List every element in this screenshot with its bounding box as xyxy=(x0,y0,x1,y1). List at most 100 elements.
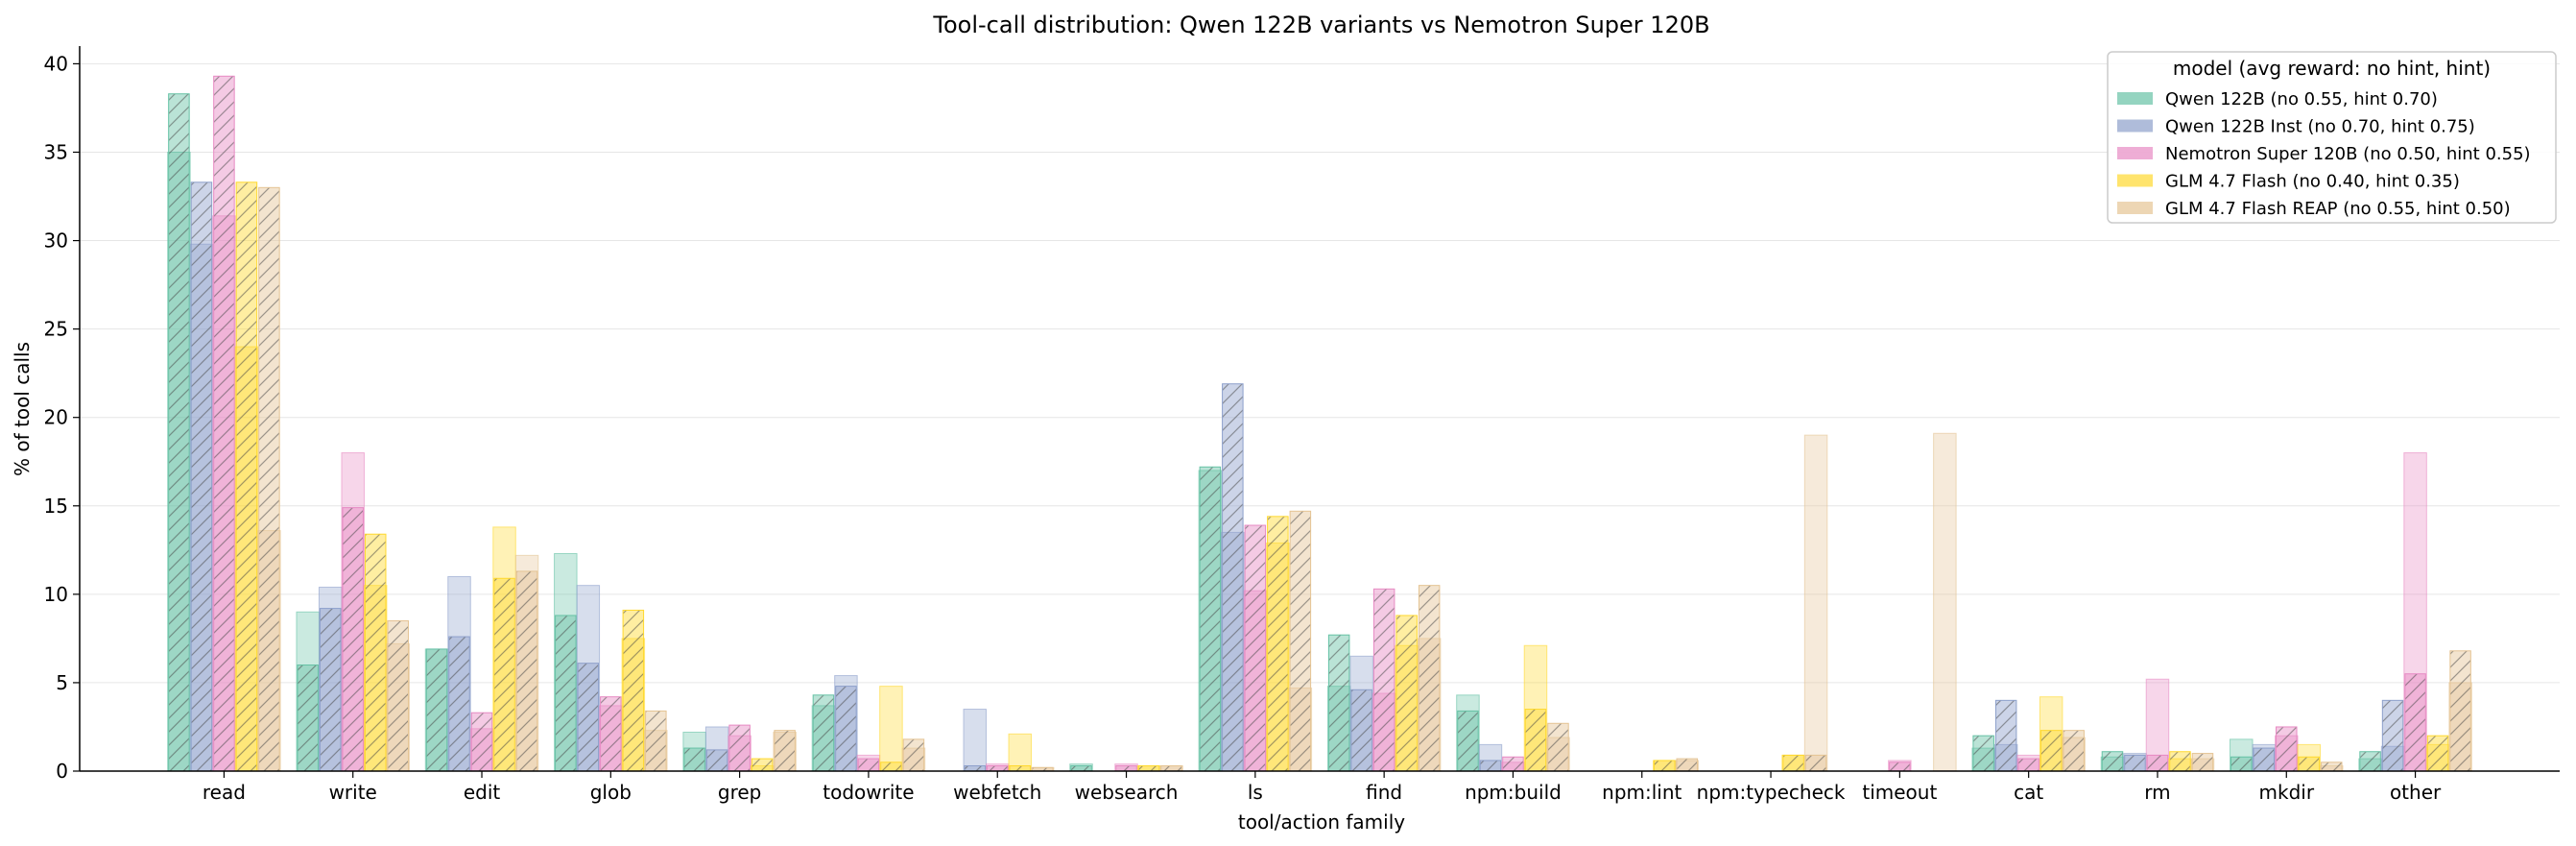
bar-hint-hatch xyxy=(2253,747,2276,772)
bar-hint-hatch xyxy=(1009,764,1031,772)
bar-hint-hatch xyxy=(1070,764,1092,772)
bar-hint-hatch xyxy=(2381,699,2404,772)
y-axis-label: % of tool calls xyxy=(11,342,34,476)
legend-entry: Nemotron Super 120B (no 0.50, hint 0.55) xyxy=(2165,144,2531,164)
y-tick-label: 25 xyxy=(44,318,68,341)
bar-hint-hatch xyxy=(2276,726,2298,772)
bar-hint-hatch xyxy=(1782,754,1804,772)
x-tick-label: ls xyxy=(1248,781,1263,804)
x-tick-label: timeout xyxy=(1862,781,1937,804)
bar-hint-hatch xyxy=(964,764,986,772)
bar-hint-hatch xyxy=(1502,756,1524,772)
bar-hint-hatch xyxy=(515,570,538,772)
bar-hint-hatch xyxy=(2191,753,2214,772)
bar-hint-hatch xyxy=(880,761,902,772)
bar-no-hint xyxy=(1933,432,1957,772)
y-tick-label: 10 xyxy=(44,583,68,606)
bars xyxy=(167,75,2472,772)
bar-hint-hatch xyxy=(2146,754,2169,772)
x-tick-label: rm xyxy=(2144,781,2170,804)
bar-hint-hatch xyxy=(1994,699,2017,772)
legend-swatch xyxy=(2117,202,2153,214)
x-tick-label: npm:lint xyxy=(1602,781,1682,804)
bar-hint-hatch xyxy=(2404,673,2426,772)
bar-hint-hatch xyxy=(1524,709,1547,772)
legend-box xyxy=(2107,51,2557,224)
bar-hint-hatch xyxy=(705,749,728,772)
legend-entry: Qwen 122B (no 0.55, hint 0.70) xyxy=(2165,89,2438,109)
bar-hint-hatch xyxy=(683,747,705,772)
legend-entry: GLM 4.7 Flash REAP (no 0.55, hint 0.50) xyxy=(2165,199,2511,219)
legend-swatch xyxy=(2117,119,2153,133)
bar-hint-hatch xyxy=(1547,722,1569,772)
bar-hint-hatch xyxy=(168,93,190,772)
bar-hint-hatch xyxy=(1418,585,1441,772)
bar-hint-hatch xyxy=(857,758,880,772)
bar-hint-hatch xyxy=(448,636,470,772)
y-tick-label: 5 xyxy=(56,671,68,694)
legend-entry: Qwen 122B Inst (no 0.70, hint 0.75) xyxy=(2165,117,2475,137)
bar-hint-hatch xyxy=(1804,754,1827,772)
y-tick-label: 0 xyxy=(56,760,68,783)
bar-hint-hatch xyxy=(555,615,577,772)
bar-hint-hatch xyxy=(1289,510,1312,772)
x-tick-label: mkdir xyxy=(2259,781,2315,804)
axes: 0 5 10 15 20 25 30 35 40 read write edit glob grep tod… xyxy=(44,46,2560,804)
y-tick-label: 35 xyxy=(44,140,68,163)
x-tick-label: todowrite xyxy=(823,781,914,804)
x-tick-label: edit xyxy=(464,781,501,804)
bar-hint-hatch xyxy=(2063,730,2085,772)
bar-hint-hatch xyxy=(2426,735,2449,772)
bar-hint-hatch xyxy=(2039,730,2063,772)
bar-hint-hatch xyxy=(1350,689,1372,772)
x-tick-label: find xyxy=(1366,781,1402,804)
y-tick-label: 30 xyxy=(44,230,68,253)
bar-hint-hatch xyxy=(645,710,667,772)
bar-hint-hatch xyxy=(319,608,342,772)
x-tick-label: grep xyxy=(718,781,761,804)
bar-hint-hatch xyxy=(1199,466,1222,772)
x-tick-label: webfetch xyxy=(953,781,1041,804)
bar-no-hint xyxy=(1803,434,1828,772)
bar-hint-hatch xyxy=(1372,588,1395,772)
bar-hint-hatch xyxy=(2449,650,2471,772)
bar-hint-hatch xyxy=(835,686,857,772)
bar-hint-hatch xyxy=(812,694,835,772)
bar-no-hint xyxy=(963,709,987,772)
x-tick-label: websearch xyxy=(1075,781,1179,804)
bar-hint-hatch xyxy=(2101,751,2124,772)
bar-hint-hatch xyxy=(2321,761,2343,772)
legend: model (avg reward: no hint, hint) Qwen 12… xyxy=(2107,51,2557,224)
bar-hint-hatch xyxy=(1222,383,1244,772)
bar-hint-hatch xyxy=(1395,615,1418,772)
legend-swatch xyxy=(2117,92,2153,105)
bar-hint-hatch xyxy=(1115,764,1137,772)
y-tick-label: 40 xyxy=(44,52,68,75)
chart-title: Tool-call distribution: Qwen 122B varian… xyxy=(932,12,1709,38)
bar-hint-hatch xyxy=(1676,758,1699,772)
bar-hint-hatch xyxy=(470,712,493,772)
x-tick-label: other xyxy=(2390,781,2442,804)
x-tick-label: write xyxy=(329,781,377,804)
bar-hint-hatch xyxy=(2017,758,2039,772)
bar-hint-hatch xyxy=(190,181,213,772)
bar-hint-hatch xyxy=(902,738,925,772)
bar-hint-hatch xyxy=(342,507,364,772)
x-tick-label: npm:build xyxy=(1465,781,1562,804)
bar-hint-hatch xyxy=(1267,516,1289,772)
bar-hint-hatch xyxy=(1479,760,1502,772)
bar-hint-hatch xyxy=(622,609,645,772)
bar-hint-hatch xyxy=(1889,761,1911,772)
bar-hint-hatch xyxy=(425,648,448,772)
bar-hint-hatch xyxy=(387,619,409,772)
bar-hint-hatch xyxy=(2359,751,2381,772)
y-tick-label: 20 xyxy=(44,406,68,429)
x-tick-label: glob xyxy=(590,781,632,804)
bar-hint-hatch xyxy=(297,665,319,772)
bar-hint-hatch xyxy=(1244,524,1267,772)
bar-hint-hatch xyxy=(235,181,258,772)
bar-hint-hatch xyxy=(2169,751,2191,772)
bar-hint-hatch xyxy=(1137,764,1160,772)
x-tick-label: cat xyxy=(2014,781,2043,804)
legend-swatch xyxy=(2117,174,2153,187)
